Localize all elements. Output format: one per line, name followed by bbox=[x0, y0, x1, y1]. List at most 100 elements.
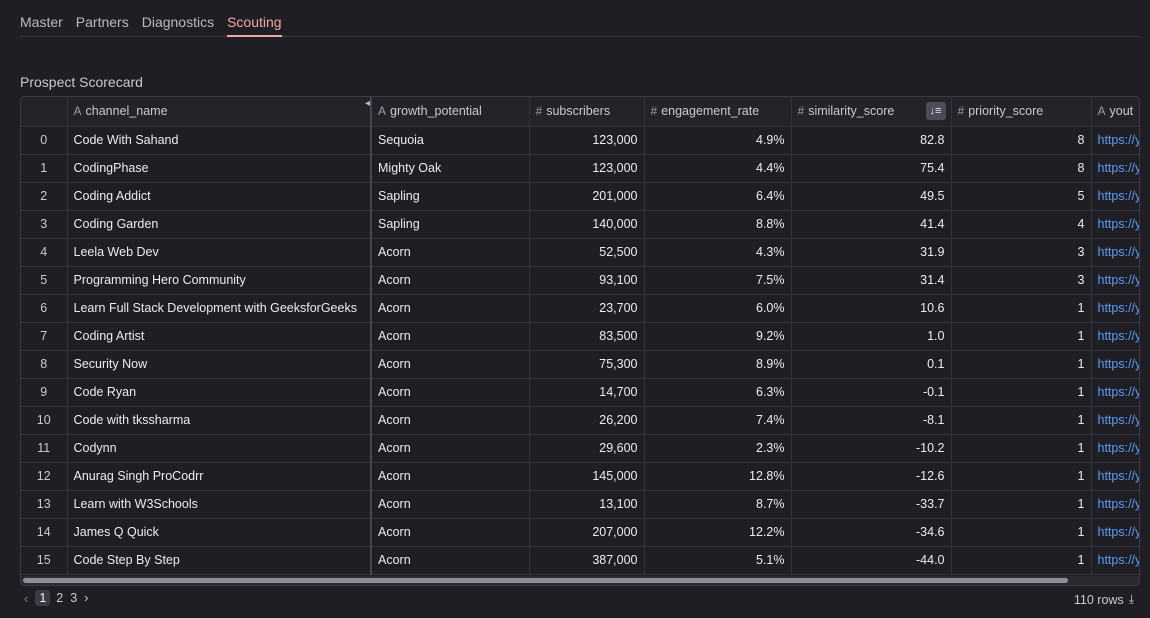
subscribers-cell: 123,000 bbox=[529, 154, 645, 183]
subscribers-cell: 83,500 bbox=[529, 322, 645, 351]
row-index: 10 bbox=[21, 406, 68, 435]
table-row[interactable]: 12 Anurag Singh ProCodrr Acorn 145,000 12.8%… bbox=[21, 462, 1139, 491]
youtube-url-cell[interactable]: https://y bbox=[1091, 294, 1139, 323]
channel-name-cell: Code Ryan bbox=[67, 378, 372, 407]
youtube-url-cell[interactable]: https://y bbox=[1091, 266, 1139, 295]
youtube-url-cell[interactable]: https://y bbox=[1091, 182, 1139, 211]
youtube-url-cell[interactable]: https://y bbox=[1091, 350, 1139, 379]
youtube-url-cell[interactable]: https://y bbox=[1091, 378, 1139, 407]
engagement-rate-cell: 6.3% bbox=[644, 378, 792, 407]
youtube-url-cell[interactable]: https://y bbox=[1091, 462, 1139, 491]
row-index: 9 bbox=[21, 378, 68, 407]
priority-score-cell: 4 bbox=[951, 210, 1092, 239]
similarity-score-cell: -12.6 bbox=[791, 462, 952, 491]
table-row[interactable]: 2 Coding Addict Sapling 201,000 6.4% 49.5 5 htt… bbox=[21, 182, 1139, 211]
table-row[interactable]: 4 Leela Web Dev Acorn 52,500 4.3% 31.9 3 https:… bbox=[21, 238, 1139, 267]
youtube-url-cell[interactable]: https://y bbox=[1091, 406, 1139, 435]
channel-name-cell: Learn with W3Schools bbox=[67, 490, 372, 519]
page-3-button[interactable]: 3 bbox=[70, 591, 78, 605]
table-row[interactable]: 1 CodingPhase Mighty Oak 123,000 4.4% 75.4 8 ht… bbox=[21, 154, 1139, 183]
youtube-url-cell[interactable]: https://y bbox=[1091, 126, 1139, 155]
engagement-rate-cell: 7.5% bbox=[644, 266, 792, 295]
growth-potential-cell: Sequoia bbox=[371, 126, 530, 155]
section-title: Prospect Scorecard bbox=[20, 74, 143, 90]
row-index: 12 bbox=[21, 462, 68, 491]
row-index: 5 bbox=[21, 266, 68, 295]
table-row[interactable]: 7 Coding Artist Acorn 83,500 9.2% 1.0 1 https:/… bbox=[21, 322, 1139, 351]
growth-potential-cell: Acorn bbox=[371, 434, 530, 463]
table-row[interactable]: 3 Coding Garden Sapling 140,000 8.8% 41.4 4 htt… bbox=[21, 210, 1139, 239]
text-type-icon: A bbox=[1097, 104, 1106, 119]
engagement-rate-cell: 8.8% bbox=[644, 210, 792, 239]
subscribers-cell: 14,700 bbox=[529, 378, 645, 407]
horizontal-scrollbar-thumb[interactable] bbox=[23, 578, 1068, 583]
table-row[interactable]: 10 Code with tkssharma Acorn 26,200 7.4% -8.1… bbox=[21, 406, 1139, 435]
horizontal-scrollbar-track[interactable] bbox=[21, 576, 1139, 585]
table-row[interactable]: 5 Programming Hero Community Acorn 93,100 7.… bbox=[21, 266, 1139, 295]
column-header-similarity-score[interactable]: # similarity_score ↓≡ bbox=[791, 97, 952, 127]
tab-partners[interactable]: Partners bbox=[75, 14, 129, 30]
similarity-score-cell: -44.0 bbox=[791, 546, 952, 575]
subscribers-cell: 52,500 bbox=[529, 238, 645, 267]
pagination: ‹ 1 2 3 › bbox=[24, 590, 95, 606]
page-1-button[interactable]: 1 bbox=[35, 590, 51, 606]
priority-score-cell: 3 bbox=[951, 238, 1092, 267]
subscribers-cell: 26,200 bbox=[529, 406, 645, 435]
engagement-rate-cell: 7.4% bbox=[644, 406, 792, 435]
channel-name-cell: Leela Web Dev bbox=[67, 238, 372, 267]
subscribers-cell: 29,600 bbox=[529, 434, 645, 463]
column-header-engagement-rate[interactable]: # engagement_rate bbox=[644, 97, 792, 127]
subscribers-cell: 145,000 bbox=[529, 462, 645, 491]
channel-name-cell: Coding Garden bbox=[67, 210, 372, 239]
youtube-url-cell[interactable]: https://y bbox=[1091, 518, 1139, 547]
similarity-score-cell: 31.9 bbox=[791, 238, 952, 267]
youtube-url-cell[interactable]: https://y bbox=[1091, 546, 1139, 575]
channel-name-cell: Code With Sahand bbox=[67, 126, 372, 155]
similarity-score-cell: -0.1 bbox=[791, 378, 952, 407]
table-row[interactable]: 9 Code Ryan Acorn 14,700 6.3% -0.1 1 https://y bbox=[21, 378, 1139, 407]
chevron-left-icon[interactable]: ‹ bbox=[24, 590, 29, 606]
youtube-url-cell[interactable]: https://y bbox=[1091, 238, 1139, 267]
channel-name-cell: Coding Addict bbox=[67, 182, 372, 211]
subscribers-cell: 201,000 bbox=[529, 182, 645, 211]
tab-scouting[interactable]: Scouting bbox=[227, 0, 282, 37]
similarity-score-cell: 82.8 bbox=[791, 126, 952, 155]
chevron-right-icon[interactable]: › bbox=[84, 591, 89, 605]
page-2-button[interactable]: 2 bbox=[56, 591, 64, 605]
number-type-icon: # bbox=[535, 104, 543, 119]
row-index: 0 bbox=[21, 126, 68, 155]
table-row[interactable]: 11 Codynn Acorn 29,600 2.3% -10.2 1 https://y bbox=[21, 434, 1139, 463]
similarity-score-cell: -33.7 bbox=[791, 490, 952, 519]
tab-diagnostics[interactable]: Diagnostics bbox=[141, 14, 215, 30]
table-row[interactable]: 15 Code Step By Step Acorn 387,000 5.1% -44.0… bbox=[21, 546, 1139, 575]
engagement-rate-cell: 8.7% bbox=[644, 490, 792, 519]
column-resize-icon[interactable]: ◂▸ bbox=[364, 98, 370, 109]
download-icon[interactable]: ⤓ bbox=[1128, 592, 1134, 606]
tab-master[interactable]: Master bbox=[20, 14, 63, 30]
table-row[interactable]: 0 Code With Sahand Sequoia 123,000 4.9% 82.8 8… bbox=[21, 126, 1139, 155]
youtube-url-cell[interactable]: https://y bbox=[1091, 210, 1139, 239]
youtube-url-cell[interactable]: https://y bbox=[1091, 322, 1139, 351]
similarity-score-cell: 31.4 bbox=[791, 266, 952, 295]
youtube-url-cell[interactable]: https://y bbox=[1091, 434, 1139, 463]
column-header-subscribers[interactable]: # subscribers bbox=[529, 97, 645, 127]
table-row[interactable]: 6 Learn Full Stack Development with Geeks… bbox=[21, 294, 1139, 323]
row-index: 7 bbox=[21, 322, 68, 351]
column-header-priority-score[interactable]: # priority_score bbox=[951, 97, 1092, 127]
priority-score-cell: 1 bbox=[951, 518, 1092, 547]
row-index: 3 bbox=[21, 210, 68, 239]
sort-descending-icon[interactable]: ↓≡ bbox=[925, 102, 946, 120]
table-row[interactable]: 8 Security Now Acorn 75,300 8.9% 0.1 1 https://… bbox=[21, 350, 1139, 379]
table-row[interactable]: 13 Learn with W3Schools Acorn 13,100 8.7% -33… bbox=[21, 490, 1139, 519]
growth-potential-cell: Mighty Oak bbox=[371, 154, 530, 183]
youtube-url-cell[interactable]: https://y bbox=[1091, 490, 1139, 519]
table-row[interactable]: 14 James Q Quick Acorn 207,000 12.2% -34.6 1 ht… bbox=[21, 518, 1139, 547]
youtube-url-cell[interactable]: https://y bbox=[1091, 154, 1139, 183]
growth-potential-cell: Acorn bbox=[371, 546, 530, 575]
